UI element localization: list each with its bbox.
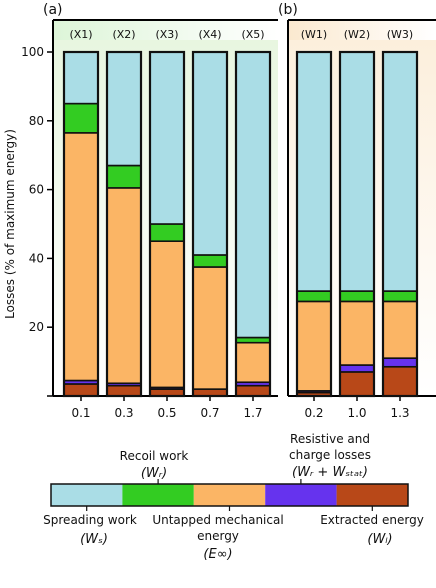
resistive-segment <box>339 364 375 373</box>
bar-name-label: (X2) <box>112 28 135 41</box>
y-tick-label: 80 <box>29 114 44 128</box>
bar-name-label: (X3) <box>155 28 178 41</box>
recoil-legend-symbol: (Wᵣ) <box>141 466 167 481</box>
untapped-legend-swatch <box>193 484 266 506</box>
extracted-legend-symbol: (Wₗ) <box>367 532 392 547</box>
y-tick-label: 40 <box>29 251 44 265</box>
resistive-legend-symbol: (Wᵣ + Wₛₜₐₜ) <box>292 465 368 480</box>
y-tick-label: 20 <box>29 320 44 334</box>
bar-outline <box>338 50 376 398</box>
extracted-segment <box>106 384 142 397</box>
spreading-segment <box>339 51 375 292</box>
spreading-segment <box>235 51 271 339</box>
bars <box>62 50 419 398</box>
bar-name-label: (X1) <box>69 28 92 41</box>
bar-outline <box>191 50 229 398</box>
spreading-segment <box>382 51 418 292</box>
untapped-segment <box>192 266 228 390</box>
bar-name-label: (W3) <box>387 28 413 41</box>
untapped-legend-label-line2: energy <box>197 529 239 543</box>
chart-labels: (a) (X1) 0.1 (X2) 0.3 (X3) 0.5 (X4) 0.7 (X5) 1.7 (b… <box>3 2 413 420</box>
extracted-legend-swatch <box>336 484 408 506</box>
x-tick-label: 1.7 <box>243 406 262 420</box>
spreading-segment <box>106 51 142 167</box>
recoil-segment <box>382 290 418 303</box>
extracted-segment <box>63 383 99 397</box>
recoil-segment <box>63 102 99 134</box>
panel-header-band <box>288 20 436 40</box>
recoil-segment <box>106 164 142 189</box>
resistive-legend-swatch <box>265 484 337 506</box>
recoil-segment <box>192 254 228 268</box>
recoil-legend-swatch <box>122 484 194 506</box>
untapped-segment <box>382 300 418 359</box>
bar-outline <box>295 50 333 398</box>
bar-name-label: (W1) <box>301 28 327 41</box>
y-tick-label: 100 <box>21 45 44 59</box>
spreading-segment <box>149 51 185 225</box>
recoil-segment <box>296 290 332 303</box>
panel-label: (a) <box>43 2 63 18</box>
untapped-segment <box>149 240 185 389</box>
bar-name-label: (X5) <box>241 28 264 41</box>
bar-outline <box>148 50 186 398</box>
resistive-legend-label-line1: Resistive and <box>290 432 370 446</box>
extracted-segment <box>339 371 375 397</box>
x-tick-label: 0.1 <box>71 406 90 420</box>
resistive-legend-label-line2: charge losses <box>289 448 371 462</box>
bar-outline <box>105 50 143 398</box>
x-tick-label: 1.3 <box>390 406 409 420</box>
recoil-segment <box>149 223 185 243</box>
spreading-segment <box>63 51 99 105</box>
x-tick-label: 0.3 <box>114 406 133 420</box>
panel-header-band <box>53 20 278 40</box>
extracted-segment <box>382 365 418 397</box>
spreading-legend-swatch <box>51 484 123 506</box>
untapped-segment <box>63 132 99 382</box>
untapped-segment <box>106 187 142 385</box>
extracted-legend-label: Extracted energy <box>320 513 424 527</box>
untapped-legend-label-line1: Untapped mechanical <box>152 513 283 527</box>
y-tick-label: 60 <box>29 183 44 197</box>
untapped-segment <box>296 300 332 392</box>
untapped-segment <box>339 300 375 366</box>
untapped-segment <box>235 341 271 384</box>
recoil-legend-label: Recoil work <box>120 449 189 463</box>
legend: Spreading work (Wₛ) Extracted energy (Wₗ) Un… <box>43 432 424 562</box>
spreading-segment <box>296 51 332 292</box>
resistive-segment <box>382 357 418 368</box>
x-tick-label: 0.5 <box>157 406 176 420</box>
untapped-legend-symbol-line: (E∞) <box>203 547 232 562</box>
x-tick-label: 1.0 <box>347 406 366 420</box>
bar-outline <box>381 50 419 398</box>
x-tick-label: 0.2 <box>304 406 323 420</box>
x-tick-label: 0.7 <box>200 406 219 420</box>
recoil-segment <box>339 290 375 303</box>
spreading-segment <box>192 51 228 256</box>
bar-outline <box>62 50 100 398</box>
panel-label: (b) <box>278 2 298 18</box>
bar-outline <box>234 50 272 398</box>
bar-name-label: (W2) <box>344 28 370 41</box>
spreading-legend-symbol: (Wₛ) <box>80 532 108 547</box>
bar-name-label: (X4) <box>198 28 221 41</box>
spreading-legend-label: Spreading work <box>43 513 137 527</box>
extracted-segment <box>235 384 271 397</box>
y-axis-title: Losses (% of maximum energy) <box>3 129 17 319</box>
